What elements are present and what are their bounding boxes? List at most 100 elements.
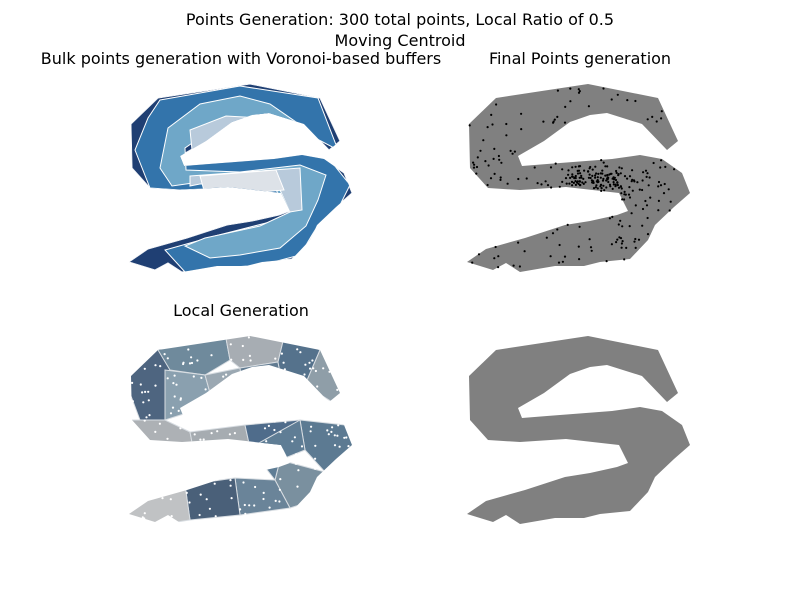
point <box>602 161 605 164</box>
point <box>188 501 191 504</box>
point <box>612 183 615 186</box>
point <box>166 377 169 380</box>
point <box>618 166 621 169</box>
point <box>644 169 648 172</box>
point <box>599 183 603 186</box>
point <box>628 225 631 228</box>
point <box>587 105 591 108</box>
panel-title-final: Final Points generation <box>488 49 672 68</box>
point <box>330 430 333 433</box>
point <box>214 515 217 518</box>
point <box>580 176 583 179</box>
point <box>278 488 281 491</box>
point <box>171 406 175 409</box>
voronoi-cell <box>129 419 196 459</box>
point <box>262 497 265 501</box>
point <box>589 176 592 180</box>
point <box>198 513 201 517</box>
point <box>230 497 233 500</box>
point <box>274 511 277 514</box>
point <box>577 88 580 91</box>
point <box>610 98 613 101</box>
point <box>623 175 627 178</box>
point <box>561 180 564 183</box>
point <box>475 165 479 169</box>
point <box>552 120 555 123</box>
point <box>617 223 620 226</box>
point <box>577 182 580 185</box>
point <box>242 481 245 484</box>
point <box>646 216 649 220</box>
point <box>490 113 493 116</box>
point <box>489 177 493 180</box>
point <box>249 359 252 362</box>
point <box>309 367 312 370</box>
point <box>628 175 632 178</box>
point <box>179 427 182 430</box>
point <box>571 173 574 176</box>
point <box>567 169 570 172</box>
point <box>300 445 304 448</box>
point <box>609 185 612 188</box>
point <box>602 87 605 90</box>
point <box>475 172 478 175</box>
point <box>312 367 315 370</box>
point <box>154 430 157 433</box>
point <box>179 398 182 401</box>
point <box>477 253 481 256</box>
point <box>216 430 219 433</box>
point <box>291 440 294 443</box>
point <box>610 243 614 246</box>
point <box>311 359 314 362</box>
point <box>558 243 561 247</box>
point <box>549 255 552 258</box>
point <box>145 416 148 419</box>
point <box>579 172 582 175</box>
point <box>549 166 553 169</box>
outline-map <box>467 336 690 524</box>
point <box>574 165 577 168</box>
point <box>486 183 489 187</box>
point <box>210 432 213 435</box>
point <box>173 374 176 377</box>
point <box>582 177 585 180</box>
point <box>204 388 207 391</box>
point <box>518 265 522 268</box>
point <box>248 354 251 357</box>
point <box>205 498 208 501</box>
point <box>185 491 188 494</box>
point <box>557 261 561 264</box>
point <box>169 412 173 415</box>
point <box>472 161 475 164</box>
point <box>634 99 637 103</box>
point <box>509 149 512 152</box>
point <box>144 390 147 393</box>
point <box>154 384 157 387</box>
point <box>633 240 636 243</box>
point <box>631 178 634 181</box>
point <box>500 161 503 164</box>
point <box>660 117 663 120</box>
point <box>594 176 597 179</box>
point <box>520 128 523 131</box>
point <box>662 192 666 195</box>
point <box>492 157 495 160</box>
final-points-map <box>467 84 690 272</box>
point <box>170 515 173 518</box>
point <box>513 150 517 153</box>
point <box>314 444 317 447</box>
point <box>294 462 297 465</box>
point <box>208 507 211 510</box>
point <box>600 159 603 162</box>
point <box>228 433 231 436</box>
point <box>520 112 523 115</box>
point <box>321 413 324 416</box>
point <box>596 176 599 179</box>
voronoi-cell <box>189 424 251 459</box>
point <box>606 177 609 180</box>
point <box>512 264 515 267</box>
point <box>222 375 225 378</box>
point <box>634 237 637 241</box>
point <box>268 506 271 509</box>
point <box>556 115 559 118</box>
